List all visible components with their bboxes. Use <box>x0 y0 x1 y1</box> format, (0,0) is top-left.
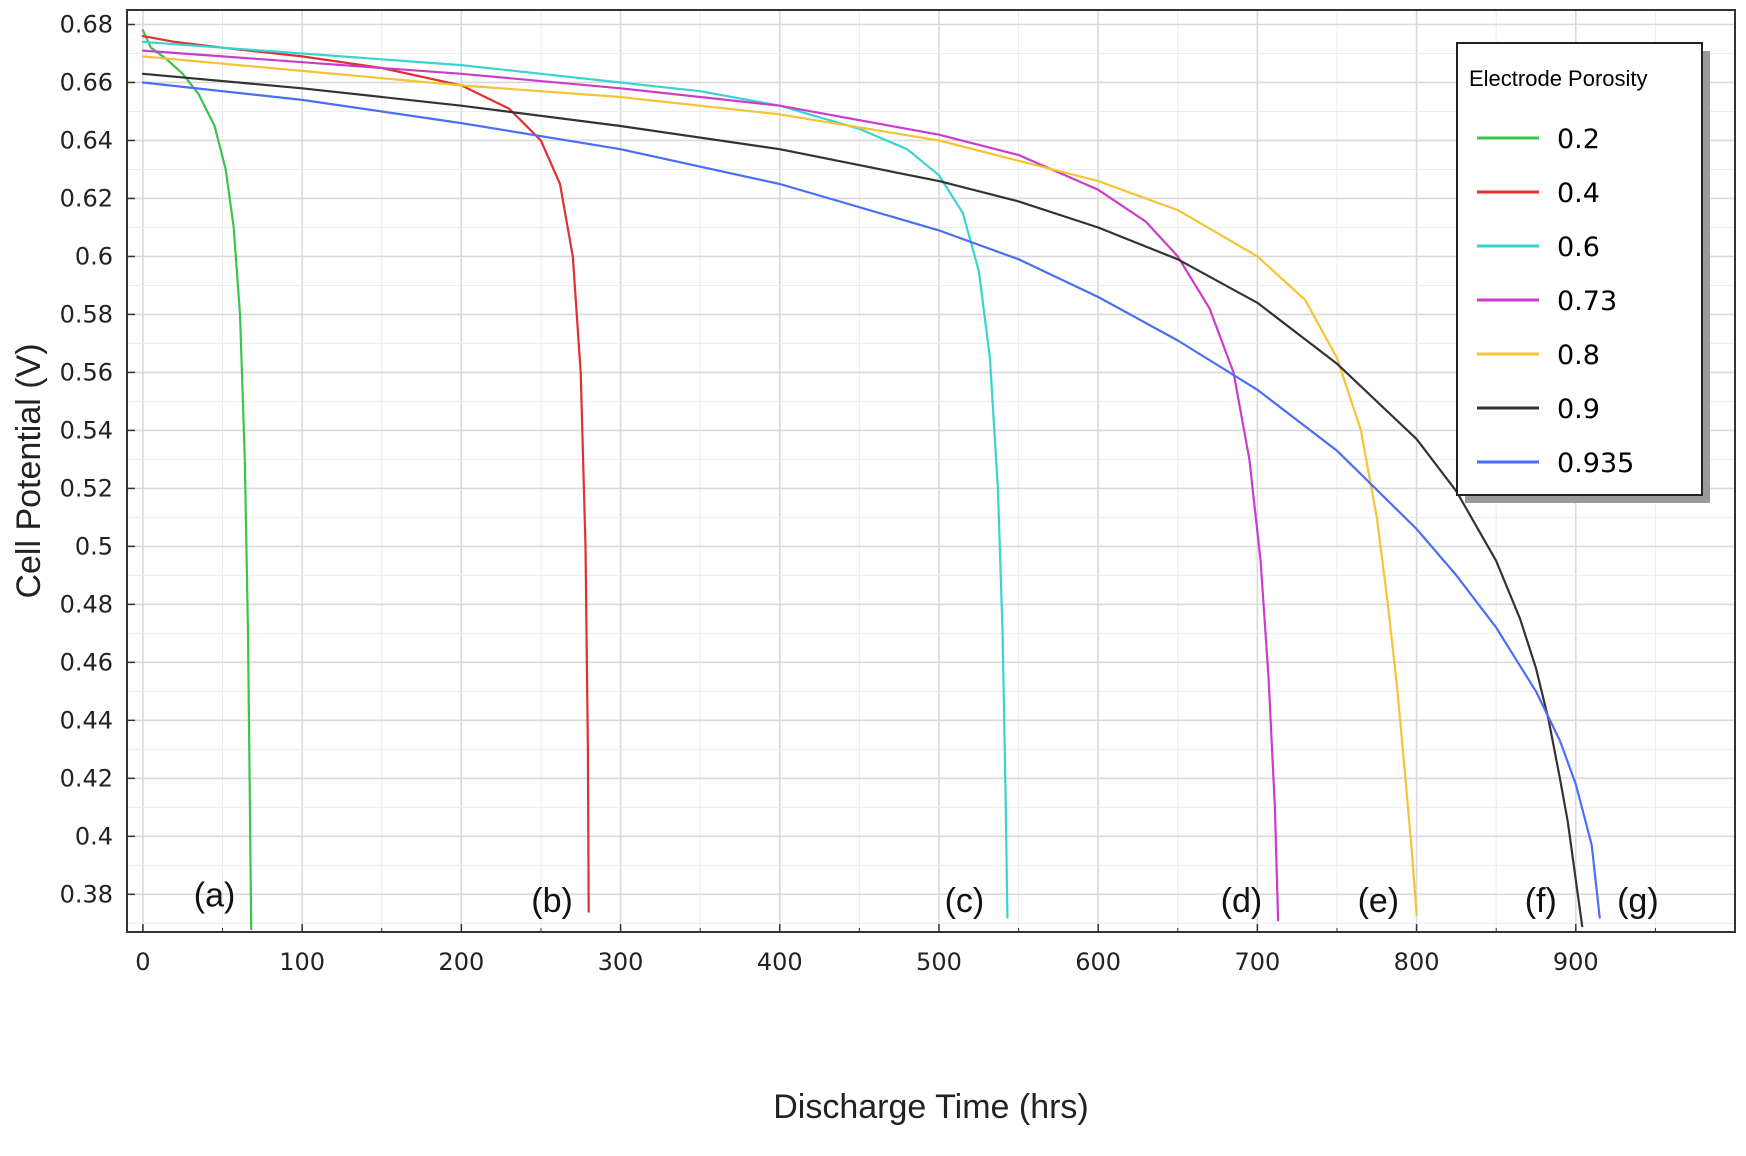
y-tick-label: 0.58 <box>60 300 113 328</box>
series-lines <box>141 29 1601 931</box>
y-tick-label: 0.66 <box>60 68 113 96</box>
x-tick-label: 0 <box>135 948 150 976</box>
y-tick-label: 0.68 <box>60 10 113 38</box>
x-tick-label: 600 <box>1075 948 1121 976</box>
y-tick-label: 0.56 <box>60 358 113 386</box>
curve-annotation: (f) <box>1525 882 1557 920</box>
y-tick-label: 0.46 <box>60 648 113 676</box>
legend-title: Electrode Porosity <box>1469 66 1648 91</box>
legend-items: 0.2 0.4 0.6 0.73 0.8 0.9 0.935 <box>1477 124 1634 479</box>
x-tick-label: 800 <box>1394 948 1440 976</box>
y-tick-label: 0.64 <box>60 126 113 154</box>
y-tick-label: 0.42 <box>60 764 113 792</box>
series-line-0-9 <box>141 72 1584 928</box>
legend-box <box>1456 42 1703 496</box>
x-tick-label: 300 <box>598 948 644 976</box>
curve-annotation: (b) <box>531 882 573 920</box>
x-tick-label: 900 <box>1553 948 1599 976</box>
series-line-0-8 <box>141 55 1418 916</box>
series-line-0-935 <box>141 81 1601 919</box>
y-tick-label: 0.48 <box>60 590 113 618</box>
y-tick-label: 0.38 <box>60 880 113 908</box>
legend-label: 0.935 <box>1557 448 1634 479</box>
y-axis-title: Cell Potential (V) <box>10 343 48 598</box>
x-tick-label: 200 <box>438 948 484 976</box>
series-line-0-6 <box>141 40 1009 919</box>
legend-label: 0.4 <box>1557 178 1600 209</box>
curve-annotations: (a) (b) (c) (d) (e) (f) (g) <box>194 876 1659 920</box>
curve-annotation: (a) <box>194 876 236 914</box>
legend-label: 0.8 <box>1557 340 1600 371</box>
series-line-0-73 <box>141 49 1280 922</box>
x-tick-label: 500 <box>916 948 962 976</box>
y-tick-label: 0.5 <box>75 532 113 560</box>
x-tick-label: 700 <box>1234 948 1280 976</box>
y-tick-label: 0.52 <box>60 474 113 502</box>
curve-annotation: (e) <box>1358 882 1400 920</box>
legend-label: 0.2 <box>1557 124 1600 155</box>
y-tick-label: 0.44 <box>60 706 113 734</box>
legend: Electrode Porosity 0.20.40.60.730.80.90.… <box>1456 42 1710 503</box>
plot-frame <box>126 9 1736 933</box>
x-tick-label: 400 <box>757 948 803 976</box>
y-tick-label: 0.54 <box>60 416 113 444</box>
legend-label: 0.9 <box>1557 394 1600 425</box>
legend-label: 0.73 <box>1557 286 1617 317</box>
x-axis-title: Discharge Time (hrs) <box>773 1088 1089 1126</box>
curve-annotation: (g) <box>1617 882 1659 920</box>
x-tick-label: 100 <box>279 948 325 976</box>
axis-ticks: 0 100 200 300 400 500 600 700 800 900 0.38 0.4 0.42 0… <box>60 10 1656 976</box>
y-tick-label: 0.6 <box>75 242 113 270</box>
y-tick-label: 0.62 <box>60 184 113 212</box>
legend-label: 0.6 <box>1557 232 1600 263</box>
y-tick-label: 0.4 <box>75 822 113 850</box>
curve-annotation: (c) <box>945 882 985 920</box>
curve-annotation: (d) <box>1221 882 1263 920</box>
